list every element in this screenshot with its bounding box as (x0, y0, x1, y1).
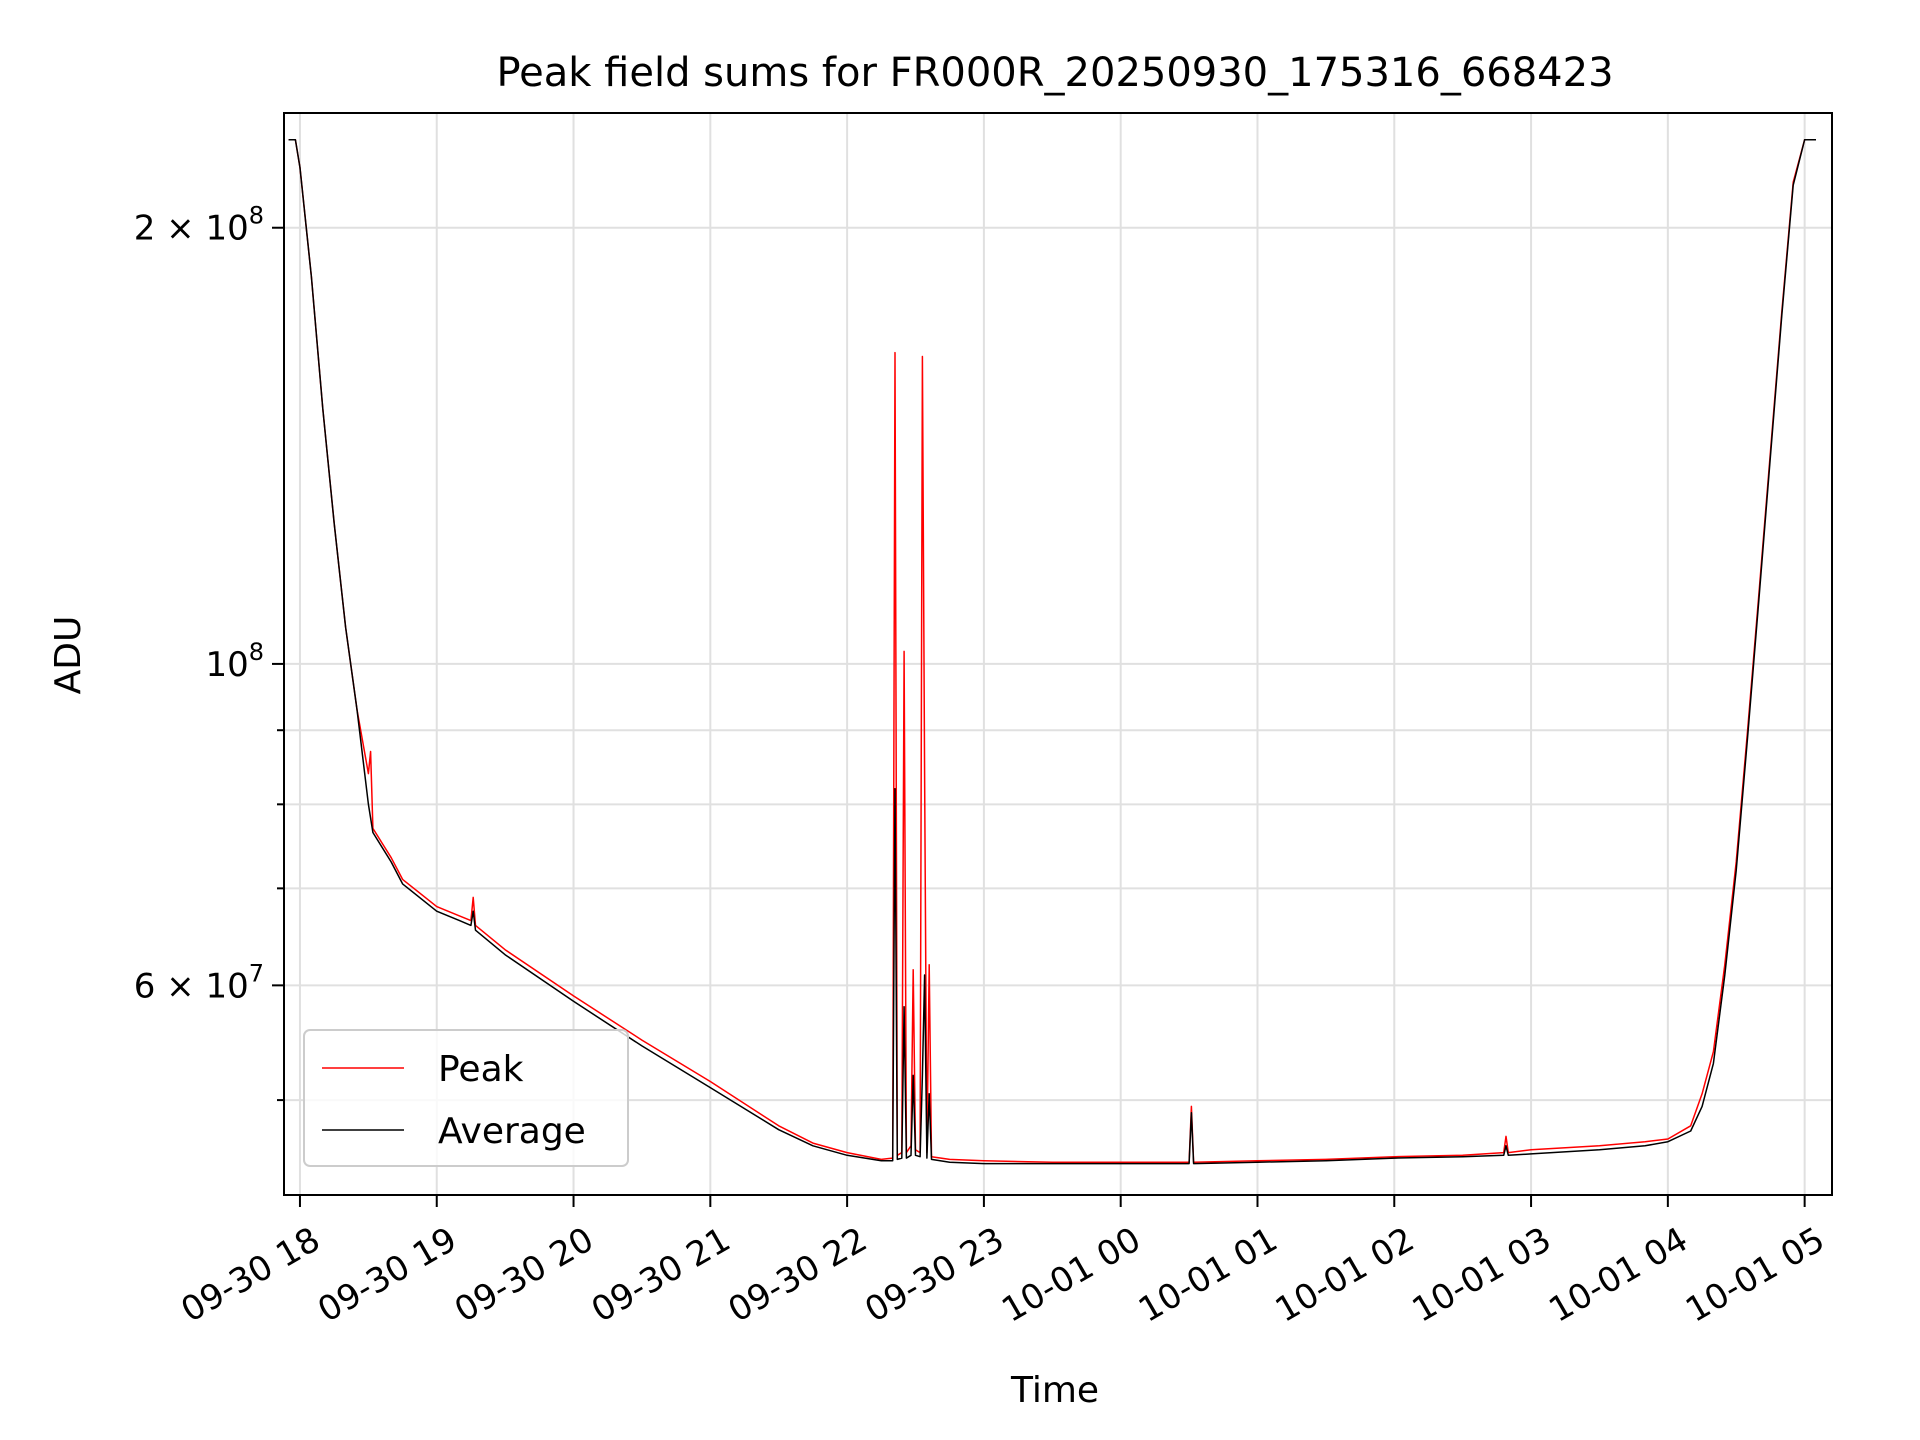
y-axis: 6 × 107 108 2 × 108 (134, 202, 284, 1102)
x-tick-label: 09-30 19 (311, 1220, 463, 1331)
grid (284, 113, 1832, 1195)
series-line-average (288, 139, 1816, 1165)
x-tick-label: 09-30 22 (722, 1220, 874, 1331)
x-tick-label: 10-01 03 (1406, 1220, 1558, 1331)
x-tick-label: 10-01 00 (995, 1220, 1147, 1331)
plot-frame (283, 112, 1833, 1196)
legend-label-average: Average (438, 1111, 586, 1152)
x-tick-label: 09-30 20 (448, 1220, 600, 1331)
x-tick-label: 09-30 23 (858, 1220, 1010, 1331)
x-tick-label: 10-01 01 (1132, 1220, 1284, 1331)
x-tick-label: 09-30 18 (174, 1220, 326, 1331)
legend: Peak Average (303, 1029, 629, 1167)
x-tick-label: 10-01 05 (1679, 1220, 1831, 1331)
y-tick-label: 6 × 107 (134, 959, 264, 1006)
legend-box (303, 1029, 629, 1167)
y-tick-label: 108 (205, 638, 264, 685)
y-axis-label: ADU (48, 616, 89, 695)
x-axis-label: Time (1010, 1370, 1099, 1411)
x-tick-label: 09-30 21 (585, 1220, 737, 1331)
x-tick-label: 10-01 04 (1542, 1220, 1694, 1331)
series-line-peak (288, 139, 1816, 1163)
x-tick-label: 10-01 02 (1269, 1220, 1421, 1331)
chart-title: Peak field sums for FR000R_20250930_1753… (496, 50, 1613, 96)
y-tick-label: 2 × 108 (134, 202, 264, 249)
legend-label-peak: Peak (438, 1049, 524, 1090)
series-layer (288, 139, 1816, 1165)
